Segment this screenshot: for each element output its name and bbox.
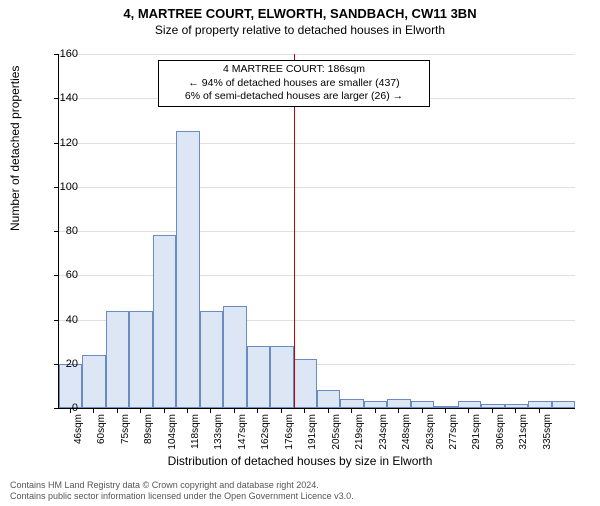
ytick-label: 100 <box>48 181 78 193</box>
histogram-bar <box>106 311 129 408</box>
annotation-line-1: 4 MARTREE COURT: 186sqm <box>165 63 423 77</box>
attribution: Contains HM Land Registry data © Crown c… <box>10 480 354 502</box>
ytick-label: 160 <box>48 48 78 60</box>
xtick-mark <box>398 408 399 413</box>
xtick-label: 234sqm <box>378 414 389 450</box>
ytick-label: 120 <box>48 137 78 149</box>
histogram-bar <box>176 131 199 408</box>
gridline <box>59 275 575 276</box>
xtick-label: 291sqm <box>471 414 482 450</box>
histogram-bar <box>247 346 270 408</box>
xtick-mark <box>210 408 211 413</box>
xtick-label: 335sqm <box>542 414 553 450</box>
histogram-bar <box>294 359 317 408</box>
xtick-label: 176sqm <box>284 414 295 450</box>
annotation-box: 4 MARTREE COURT: 186sqm ← 94% of detache… <box>158 60 430 107</box>
histogram-bar <box>552 401 575 408</box>
ytick-label: 140 <box>48 92 78 104</box>
xtick-mark <box>492 408 493 413</box>
xtick-mark <box>351 408 352 413</box>
chart-subtitle: Size of property relative to detached ho… <box>0 23 600 37</box>
xtick-mark <box>375 408 376 413</box>
histogram-bar <box>200 311 223 408</box>
xtick-label: 60sqm <box>96 414 107 444</box>
histogram-bar <box>340 399 363 408</box>
attribution-line-1: Contains HM Land Registry data © Crown c… <box>10 480 354 491</box>
xtick-label: 162sqm <box>260 414 271 450</box>
ytick-label: 0 <box>48 402 78 414</box>
xtick-label: 89sqm <box>143 414 154 444</box>
y-axis-label: Number of detached properties <box>8 66 22 231</box>
xtick-mark <box>257 408 258 413</box>
annotation-line-2: ← 94% of detached houses are smaller (43… <box>165 77 423 91</box>
histogram-bar <box>387 399 410 408</box>
xtick-label: 277sqm <box>448 414 459 450</box>
xtick-label: 191sqm <box>307 414 318 450</box>
xtick-label: 104sqm <box>167 414 178 450</box>
attribution-line-2: Contains public sector information licen… <box>10 491 354 502</box>
ytick-label: 40 <box>48 314 78 326</box>
xtick-label: 321sqm <box>518 414 529 450</box>
xtick-label: 205sqm <box>331 414 342 450</box>
histogram-bar <box>82 355 105 408</box>
xtick-mark <box>93 408 94 413</box>
xtick-mark <box>304 408 305 413</box>
ytick-label: 60 <box>48 269 78 281</box>
xtick-label: 46sqm <box>73 414 84 444</box>
gridline <box>59 143 575 144</box>
chart-area: 4 MARTREE COURT: 186sqm ← 94% of detache… <box>58 54 574 408</box>
histogram-bar <box>317 390 340 408</box>
xtick-mark <box>515 408 516 413</box>
chart-title: 4, MARTREE COURT, ELWORTH, SANDBACH, CW1… <box>0 6 600 21</box>
histogram-bar <box>129 311 152 408</box>
gridline <box>59 231 575 232</box>
gridline <box>59 54 575 55</box>
xtick-mark <box>328 408 329 413</box>
histogram-bar <box>270 346 293 408</box>
xtick-label: 133sqm <box>213 414 224 450</box>
xtick-mark <box>140 408 141 413</box>
xtick-mark <box>539 408 540 413</box>
xtick-mark <box>281 408 282 413</box>
xtick-mark <box>187 408 188 413</box>
xtick-label: 118sqm <box>190 414 201 449</box>
histogram-bar <box>153 235 176 408</box>
gridline <box>59 187 575 188</box>
xtick-mark <box>234 408 235 413</box>
xtick-mark <box>445 408 446 413</box>
reference-line <box>294 54 295 408</box>
plot-region <box>58 54 575 409</box>
xtick-mark <box>117 408 118 413</box>
histogram-bar <box>223 306 246 408</box>
x-axis-label: Distribution of detached houses by size … <box>0 454 600 468</box>
annotation-line-3: 6% of semi-detached houses are larger (2… <box>165 90 423 104</box>
xtick-label: 263sqm <box>425 414 436 450</box>
xtick-label: 306sqm <box>495 414 506 450</box>
ytick-label: 20 <box>48 358 78 370</box>
xtick-mark <box>468 408 469 413</box>
histogram-bar <box>364 401 387 408</box>
xtick-label: 75sqm <box>120 414 131 444</box>
xtick-label: 248sqm <box>401 414 412 450</box>
histogram-bar <box>458 401 481 408</box>
xtick-label: 147sqm <box>237 414 248 450</box>
xtick-mark <box>164 408 165 413</box>
xtick-label: 219sqm <box>354 414 365 450</box>
histogram-bar <box>411 401 434 408</box>
histogram-bar <box>528 401 551 408</box>
ytick-label: 80 <box>48 225 78 237</box>
xtick-mark <box>422 408 423 413</box>
